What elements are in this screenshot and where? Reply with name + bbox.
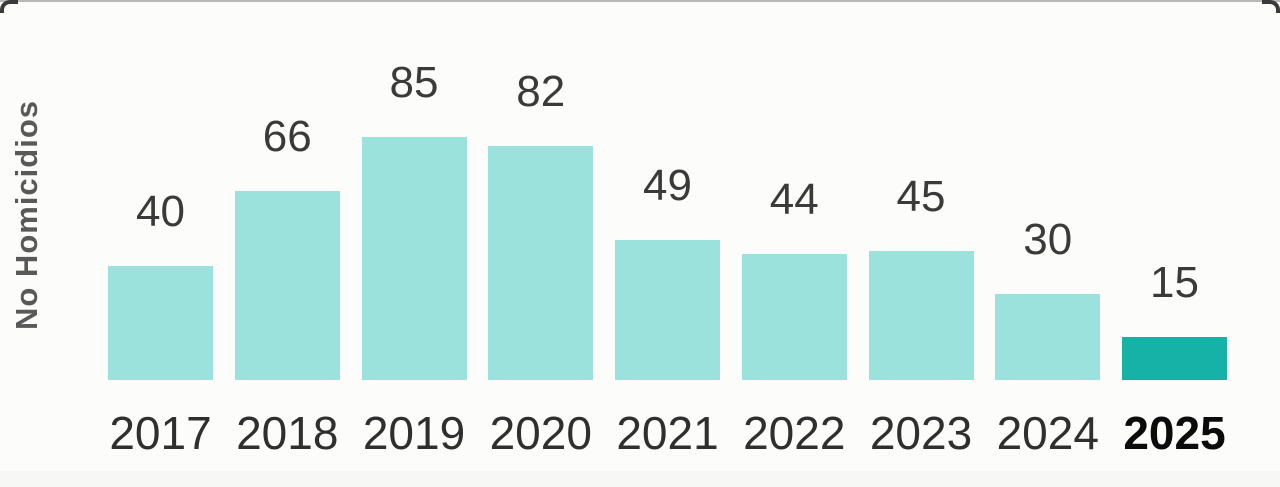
rounded-corner-mark-left: [0, 0, 18, 13]
bar-value-label: 15: [1150, 258, 1199, 307]
bar-2024[interactable]: [995, 294, 1101, 380]
bar-2022[interactable]: [741, 254, 847, 380]
bar-group-2020: 82 2020: [488, 0, 594, 487]
bar-2017[interactable]: [108, 266, 213, 380]
bar-2025[interactable]: [1122, 337, 1227, 380]
bar-group-2023: 45 2023: [868, 0, 974, 487]
x-tick-label-2018: 2018: [236, 407, 339, 459]
x-tick-label-2024: 2024: [996, 407, 1099, 459]
bar-group-2022: 44 2022: [741, 0, 847, 487]
bar-group-2024: 30 2024: [995, 0, 1101, 487]
rounded-corner-mark-right: [1262, 0, 1280, 13]
bar-2021[interactable]: [615, 240, 720, 380]
bar-group-2018: 66 2018: [234, 0, 340, 487]
card-top-border: [0, 0, 1280, 2]
bar-value-label: 49: [643, 161, 692, 210]
x-tick-label-2025: 2025: [1123, 407, 1226, 459]
x-tick-label-2019: 2019: [362, 407, 466, 459]
bar-value-label: 30: [1023, 215, 1073, 264]
bar-group-2019: 85 2019: [361, 0, 467, 487]
bottom-edge-artifact: [0, 471, 1280, 487]
bar-group-2025: 15 2025: [1122, 0, 1227, 487]
x-tick-label-2022: 2022: [743, 407, 846, 459]
bar-value-label: 82: [516, 67, 566, 116]
bar-2020[interactable]: [488, 146, 594, 380]
bar-group-2017: 40 2017: [108, 0, 213, 487]
bar-value-label: 44: [769, 175, 819, 224]
bar-value-label: 85: [389, 58, 439, 107]
bar-value-label: 40: [136, 187, 185, 236]
bar-group-2021: 49 2021: [615, 0, 720, 487]
bar-value-label: 45: [896, 172, 946, 221]
x-tick-label-2023: 2023: [869, 407, 973, 459]
x-tick-label-2017: 2017: [109, 407, 212, 459]
x-tick-label-2020: 2020: [489, 407, 592, 459]
bar-2023[interactable]: [868, 251, 974, 380]
bar-chart: 40 2017 66 2018 85 2019 82 2020 49 2021 44 2022 45 20…: [108, 0, 1227, 487]
x-tick-label-2021: 2021: [616, 407, 719, 459]
y-axis-title: No Homicidios: [9, 99, 44, 331]
bar-2018[interactable]: [234, 191, 340, 380]
bar-value-label: 66: [262, 112, 312, 161]
bar-2019[interactable]: [361, 137, 467, 380]
